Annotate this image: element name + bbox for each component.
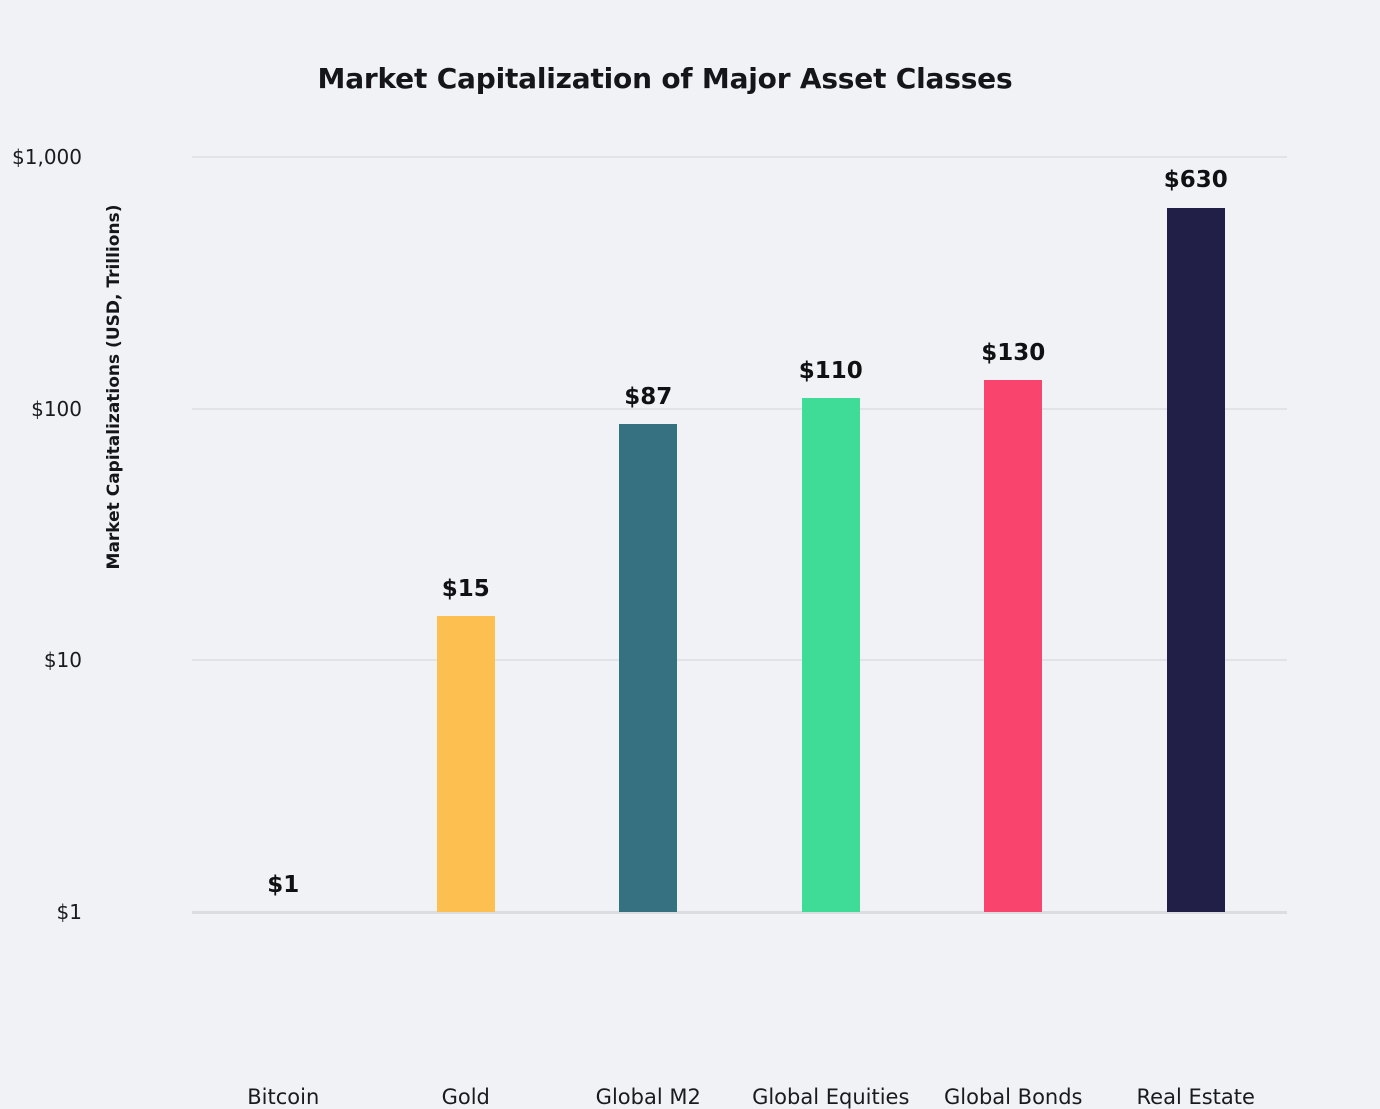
gridline — [192, 407, 1287, 410]
bar-global-equities[interactable] — [801, 398, 860, 912]
bar-value-label: $1 — [267, 872, 300, 898]
y-axis-tick-label: $1 — [56, 900, 82, 924]
x-axis-tick-label: Real Estate — [1136, 1085, 1255, 1109]
y-axis-tick-label: $100 — [31, 396, 82, 421]
bar-gold[interactable] — [436, 616, 495, 912]
chart-title: Market Capitalization of Major Asset Cla… — [317, 62, 1013, 95]
bar-real-estate[interactable] — [1166, 207, 1225, 912]
bar-value-label: $15 — [441, 576, 490, 603]
axis-baseline — [192, 911, 1287, 914]
y-axis-tick-label: $1,000 — [12, 145, 82, 169]
bar-value-label: $87 — [624, 383, 673, 410]
bar-global-bonds[interactable] — [984, 380, 1043, 912]
plot-area: $1 $10 $100 $1,000 $1 Bitcoin $15 Gold $87 Global… — [12, 145, 1287, 1109]
gridline — [192, 659, 1287, 662]
bar-value-label: $110 — [798, 358, 863, 385]
bar-value-label: $630 — [1163, 167, 1228, 194]
gridline — [192, 156, 1287, 158]
bar-value-label: $130 — [981, 339, 1046, 366]
y-axis-tick-label: $10 — [43, 648, 82, 673]
chart-figure: Market Capitalization of Major Asset Cla… — [12, 62, 1287, 1109]
y-axis-label: Market Capitalizations (USD, Trillions) — [104, 204, 124, 570]
bar-global-m2[interactable] — [619, 423, 678, 912]
